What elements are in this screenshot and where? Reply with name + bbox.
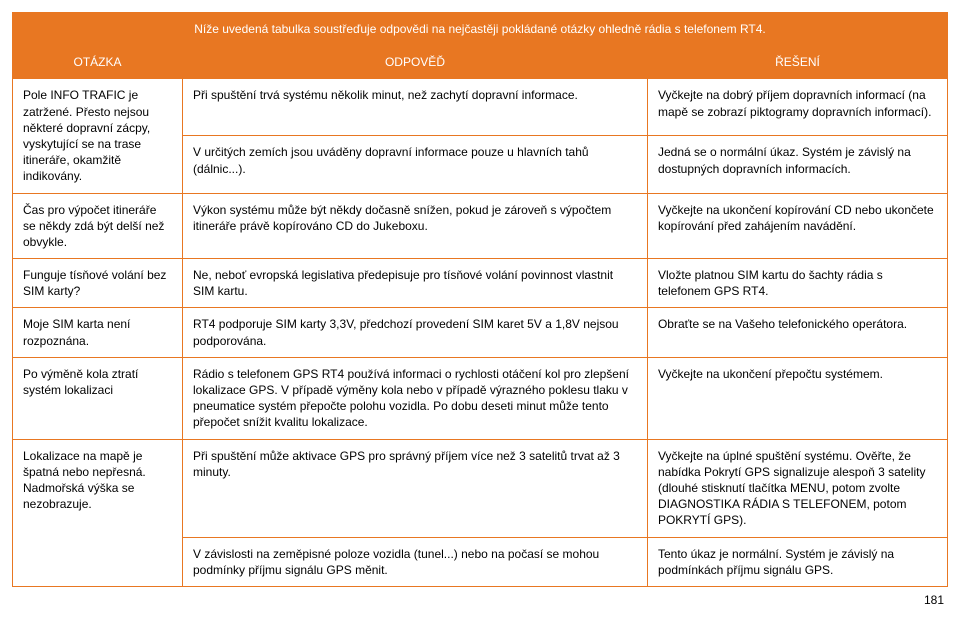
- cell-question: Čas pro výpočet itineráře se někdy zdá b…: [13, 193, 183, 259]
- cell-answer: V závislosti na zeměpisné poloze vozidla…: [183, 537, 648, 586]
- header-answer: ODPOVĚĎ: [183, 46, 648, 79]
- cell-question: Lokalizace na mapě je špatná nebo nepřes…: [13, 439, 183, 586]
- cell-solution: Vyčkejte na ukončení přepočtu systémem.: [647, 357, 947, 439]
- cell-solution: Jedná se o normální úkaz. Systém je závi…: [647, 136, 947, 193]
- header-solution: ŘEŠENÍ: [647, 46, 947, 79]
- cell-question: Po výměně kola ztratí systém lokalizaci: [13, 357, 183, 439]
- cell-answer: Výkon systému může být někdy dočasně sní…: [183, 193, 648, 259]
- page-number: 181: [12, 587, 948, 607]
- table-row: Funguje tísňové volání bez SIM karty? Ne…: [13, 259, 948, 308]
- cell-answer: Rádio s telefonem GPS RT4 používá inform…: [183, 357, 648, 439]
- table-title: Níže uvedená tabulka soustřeďuje odpověd…: [13, 13, 948, 46]
- cell-solution: Vložte platnou SIM kartu do šachty rádia…: [647, 259, 947, 308]
- cell-answer: Při spuštění trvá systému několik minut,…: [183, 79, 648, 136]
- faq-table: Níže uvedená tabulka soustřeďuje odpověd…: [12, 12, 948, 587]
- cell-question: Moje SIM karta není rozpoznána.: [13, 308, 183, 357]
- cell-question: Pole INFO TRAFIC je zatržené. Přesto nej…: [13, 79, 183, 193]
- table-row: Lokalizace na mapě je špatná nebo nepřes…: [13, 439, 948, 537]
- cell-answer: RT4 podporuje SIM karty 3,3V, předchozí …: [183, 308, 648, 357]
- table-row: Moje SIM karta není rozpoznána. RT4 podp…: [13, 308, 948, 357]
- cell-question: Funguje tísňové volání bez SIM karty?: [13, 259, 183, 308]
- header-row: OTÁZKA ODPOVĚĎ ŘEŠENÍ: [13, 46, 948, 79]
- cell-answer: V určitých zemích jsou uváděny dopravní …: [183, 136, 648, 193]
- cell-solution: Vyčkejte na dobrý příjem dopravních info…: [647, 79, 947, 136]
- cell-answer: Ne, neboť evropská legislativa předepisu…: [183, 259, 648, 308]
- title-row: Níže uvedená tabulka soustřeďuje odpověd…: [13, 13, 948, 46]
- cell-answer: Při spuštění může aktivace GPS pro správ…: [183, 439, 648, 537]
- cell-solution: Tento úkaz je normální. Systém je závisl…: [647, 537, 947, 586]
- table-row: Po výměně kola ztratí systém lokalizaci …: [13, 357, 948, 439]
- header-question: OTÁZKA: [13, 46, 183, 79]
- cell-solution: Vyčkejte na ukončení kopírování CD nebo …: [647, 193, 947, 259]
- cell-solution: Vyčkejte na úplné spuštění systému. Ověř…: [647, 439, 947, 537]
- cell-solution: Obraťte se na Vašeho telefonického operá…: [647, 308, 947, 357]
- table-row: Čas pro výpočet itineráře se někdy zdá b…: [13, 193, 948, 259]
- table-row: Pole INFO TRAFIC je zatržené. Přesto nej…: [13, 79, 948, 136]
